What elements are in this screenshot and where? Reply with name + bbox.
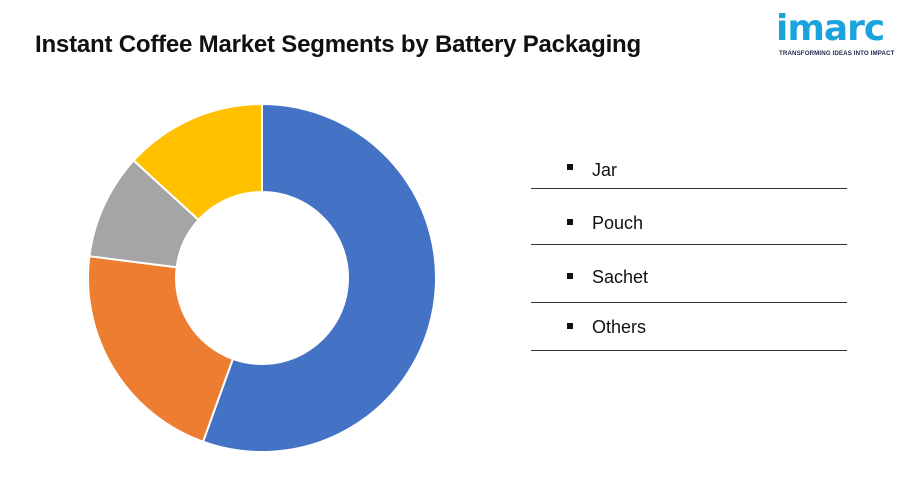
chart-legend: Jar Pouch Sachet Others [531, 152, 847, 351]
legend-label-jar: Jar [592, 160, 618, 180]
donut-slice-jar [201, 102, 437, 453]
donut-slice-pouch [87, 255, 235, 443]
legend-bullet-icon [567, 273, 573, 279]
donut-chart [87, 102, 437, 453]
imarc-logo: imarc TRANSFORMING IDEAS INTO IMPACT [770, 6, 898, 62]
donut-slice-others [132, 102, 263, 222]
legend-item-others: Others [531, 303, 847, 351]
legend-label-sachet: Sachet [592, 267, 649, 287]
legend-label-others: Others [592, 317, 647, 337]
legend-item-pouch: Pouch [531, 189, 847, 245]
legend-bullet-icon [567, 323, 573, 329]
logo-tagline: TRANSFORMING IDEAS INTO IMPACT [779, 50, 895, 57]
legend-item-jar: Jar [531, 152, 847, 189]
legend-bullet-icon [567, 219, 573, 225]
legend-item-sachet: Sachet [531, 245, 847, 303]
legend-bullet-icon [567, 164, 573, 170]
logo-wordmark: imarc [776, 8, 885, 49]
chart-title: Instant Coffee Market Segments by Batter… [35, 31, 641, 58]
legend-label-pouch: Pouch [592, 213, 644, 233]
